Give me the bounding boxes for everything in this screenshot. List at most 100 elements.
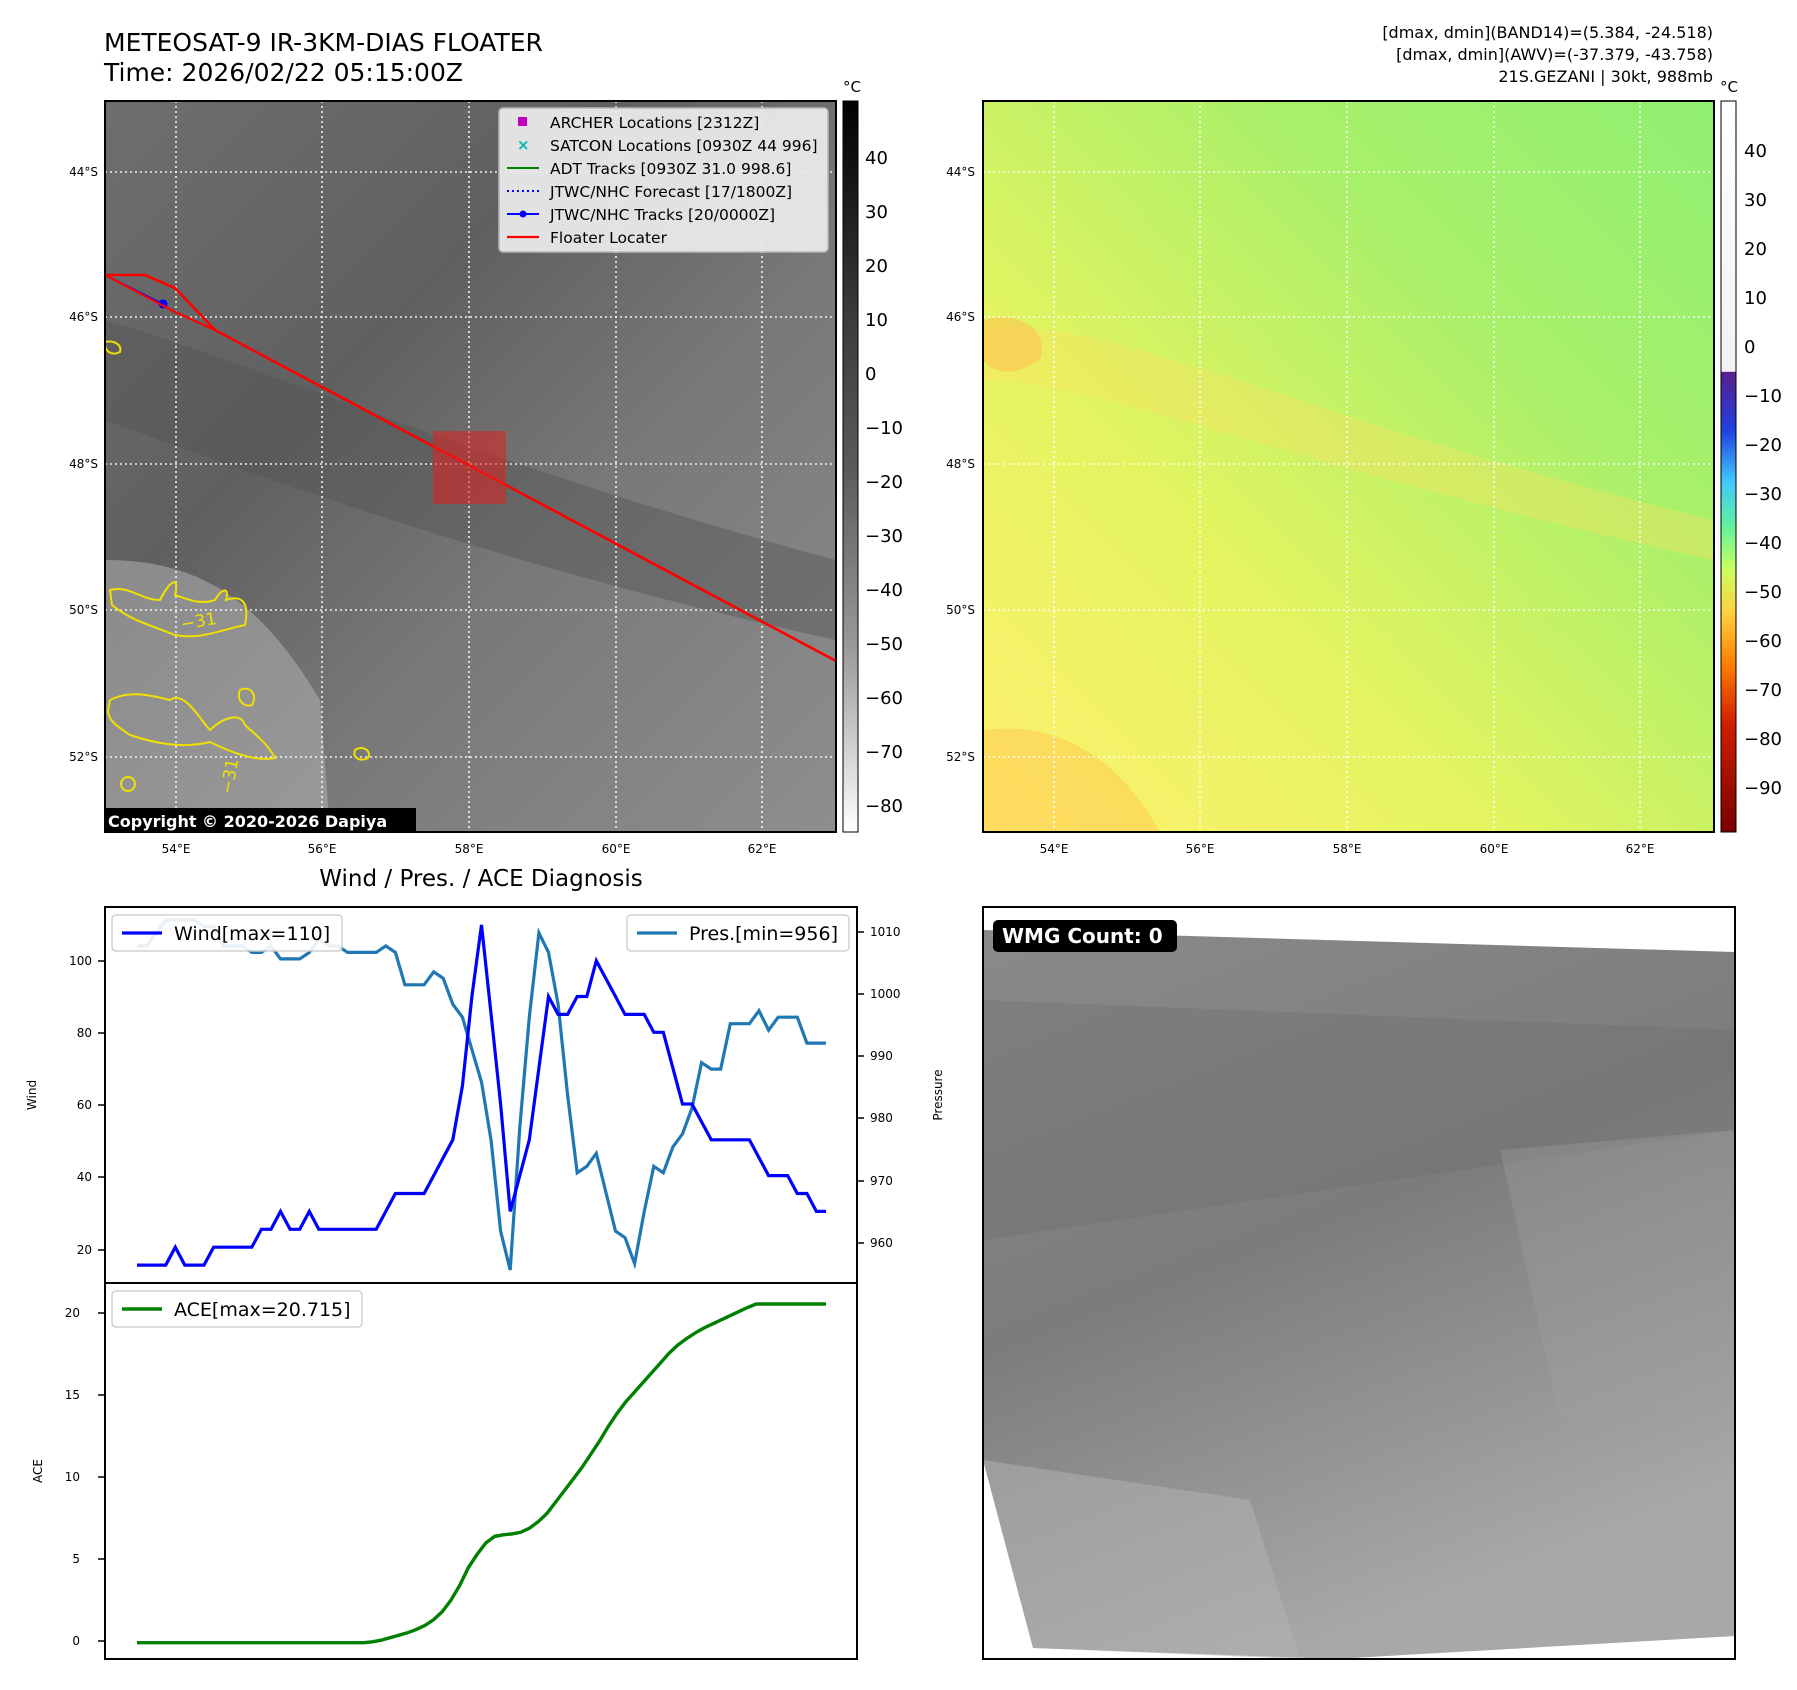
awv-colorbar [1720,100,1737,833]
awv-cbar-tick: −30 [1744,484,1782,505]
awv-cbar-tick: 10 [1744,288,1767,309]
awv-lat-label: 44°S [946,165,975,179]
awv-cbar-tick: 40 [1744,141,1767,162]
ace-tick: 15 [65,1388,80,1402]
ace-frame [104,1282,858,1660]
ir-cbar-tick: 10 [865,310,888,331]
ir-lat-label: 44°S [69,165,98,179]
awv-lat-labels: 44°S 46°S 48°S 50°S 52°S [946,165,975,764]
awv-lat-label: 50°S [946,603,975,617]
awv-cbar-tick: −20 [1744,435,1782,456]
wmg-dark-band [983,1000,1735,1240]
copyright-text: Copyright © 2020-2026 Dapiya [108,812,387,831]
ir-lon-label: 54°E [162,842,191,856]
ace-series-line [137,1302,826,1645]
ir-cbar-tick: −10 [865,418,903,439]
pressure-tick: 1000 [870,987,901,1001]
ir-cbar-tick: 0 [865,364,876,385]
ir-cbar-tick: 30 [865,202,888,223]
ir-cold-region [105,560,330,832]
awv-frame [982,100,1715,833]
awv-cbar-tick: −40 [1744,533,1782,554]
ir-cbar-tick: −70 [865,742,903,763]
wmg-light-bottom [983,1460,1300,1659]
awv-lon-label: 62°E [1626,842,1655,856]
awv-cbar-tick: −50 [1744,582,1782,603]
awv-cbar-tick: −10 [1744,386,1782,407]
ir-colorbar [842,100,859,833]
wind-axis-label: Wind [25,1080,39,1110]
satcon-marker: × [517,136,530,154]
awv-colorbar-ticks: 40 30 20 10 0 −10 −20 −30 −40 −50 −60 −7… [1744,141,1782,799]
ir-contours [105,340,370,792]
pressure-legend-box [626,914,850,952]
legend-floater: Floater Locater [550,229,668,247]
ir-colorbar-unit: °C [843,78,861,96]
floater-locater-hook [105,274,216,332]
awv-cbar-tick: −80 [1744,729,1782,750]
awv-cbar-tick: −70 [1744,680,1782,701]
ir-gridlines [105,101,836,832]
ir-lat-labels: 44°S 46°S 48°S 50°S 52°S [69,165,98,764]
pressure-legend-label: Pres.[min=956] [689,923,838,945]
ir-cbar-tick: 20 [865,256,888,277]
awv-warm-corner [983,728,1160,832]
ir-cbar-tick: −50 [865,634,903,655]
ir-cbar-tick: −60 [865,688,903,709]
ace-tick: 5 [72,1552,80,1566]
ace-axis-label: ACE [31,1459,45,1483]
wmg-frame [982,906,1736,1660]
ir-cbar-tick: −40 [865,580,903,601]
ace-tick: 20 [65,1306,80,1320]
copyright-box [105,808,416,832]
wmg-count-label: WMG Count: 0 [1002,924,1163,948]
awv-colorbar-unit: °C [1720,78,1738,96]
ir-cbar-tick: −30 [865,526,903,547]
awv-lon-label: 56°E [1186,842,1215,856]
wmg-light-patch [1500,1130,1735,1420]
ir-cbar-tick: 40 [865,148,888,169]
ir-lat-label: 48°S [69,457,98,471]
awv-cbar-tick: 0 [1744,337,1755,358]
ir-lat-label: 50°S [69,603,98,617]
awv-warm-left [983,317,1042,372]
wmg-panel: WMG Count: 0 [982,906,1736,1660]
pressure-axis-label: Pressure [931,1069,945,1120]
wind-tick: 80 [77,1026,92,1040]
ir-frame [104,100,837,833]
awv-lon-labels: 54°E 56°E 58°E 60°E 62°E [1040,842,1655,856]
floater-target-box [433,431,506,504]
wind-ticks: 100 80 60 40 20 [69,954,92,1257]
awv-lat-label: 48°S [946,457,975,471]
archer-marker [518,117,527,126]
pressure-series-line [137,918,826,1271]
ir-cbar-tick: −20 [865,472,903,493]
pressure-ticks: 1010 1000 990 980 970 960 [870,925,901,1250]
wind-pressure-tickmarks [98,931,864,1251]
awv-lon-label: 58°E [1333,842,1362,856]
legend-adt: ADT Tracks [0930Z 31.0 998.6] [550,160,791,178]
pressure-tick: 960 [870,1236,893,1250]
awv-range: [dmax, dmin](AWV)=(-37.379, -43.758) [1396,45,1713,64]
tracks-marker-dot [519,210,527,218]
awv-cbar-tick: −90 [1744,778,1782,799]
ir-lon-label: 58°E [455,842,484,856]
wmg-count-box [993,920,1177,952]
ir-panel: −31 −31 Copyright © 2020-2026 Dapiya ARC… [69,78,903,856]
ir-legend-box [498,107,829,253]
ir-lat-label: 46°S [69,310,98,324]
storm-info: 21S.GEZANI | 30kt, 988mb [1498,67,1713,86]
legend-satcon: SATCON Locations [0930Z 44 996] [550,137,818,155]
wind-pressure-frame [104,906,858,1284]
pressure-tick: 990 [870,1049,893,1063]
awv-warm-streak [983,327,1714,560]
awv-cbar-tick: −60 [1744,631,1782,652]
pressure-tick: 1010 [870,925,901,939]
awv-cbar-tick: 20 [1744,239,1767,260]
wmg-field [983,930,1735,1659]
ir-cbar-tick: −80 [865,796,903,817]
ace-tick: 0 [72,1634,80,1648]
figure-time: Time: 2026/02/22 05:15:00Z [103,58,463,87]
awv-cbar-tick: 30 [1744,190,1767,211]
wind-tick: 20 [77,1243,92,1257]
